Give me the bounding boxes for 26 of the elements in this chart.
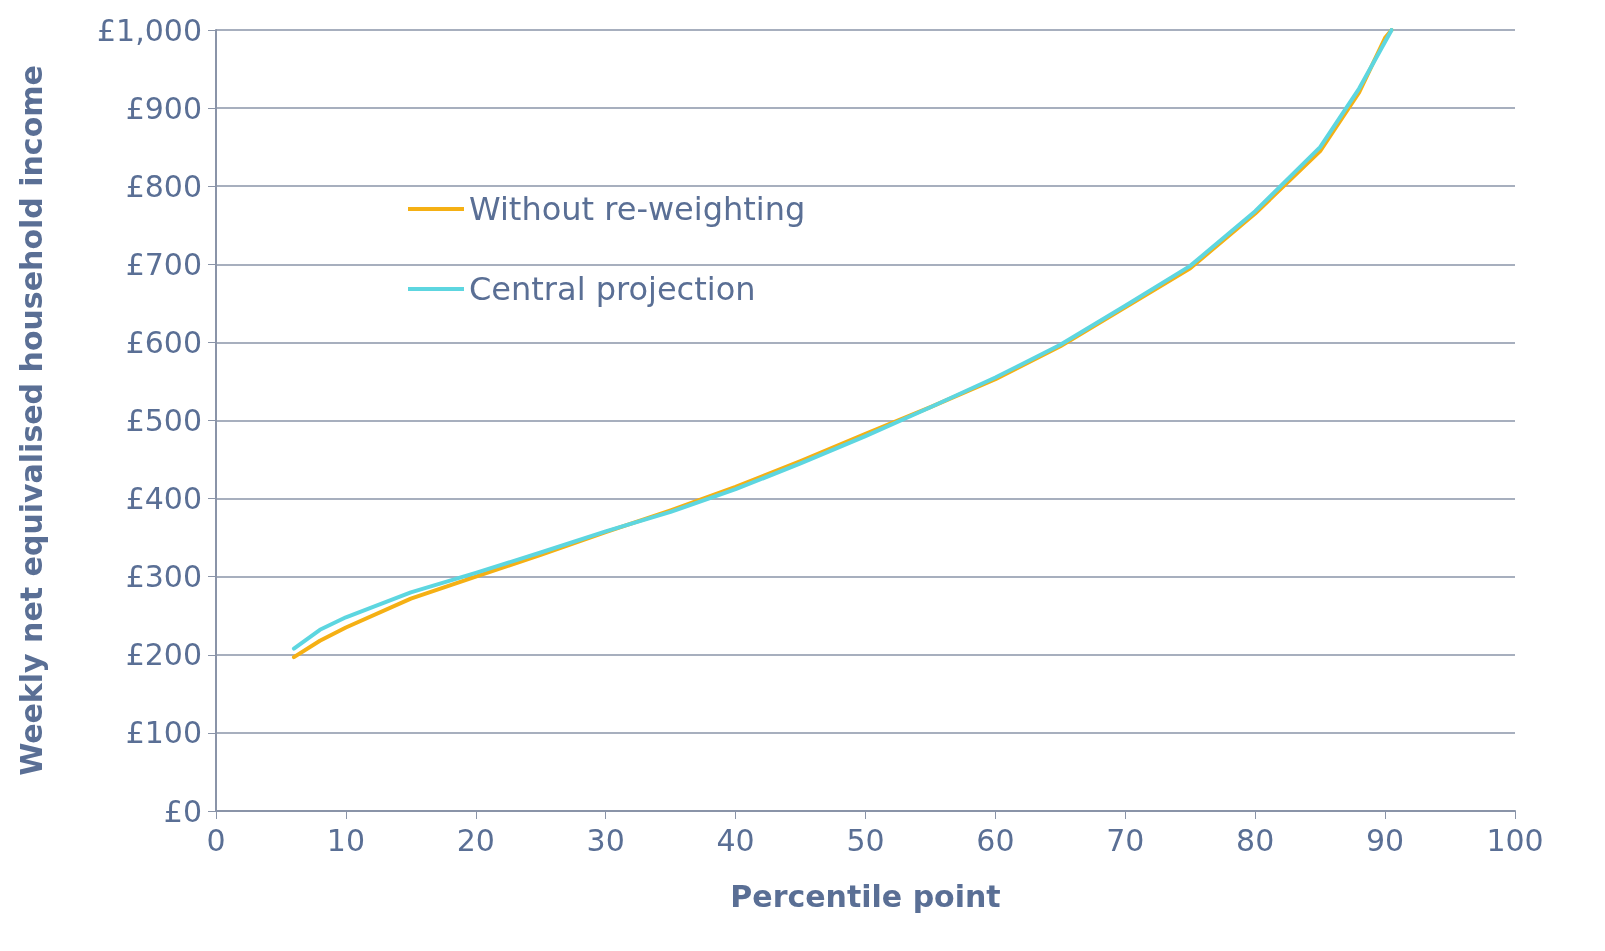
- x-tick-label: 80: [1236, 822, 1275, 858]
- y-tick-label: £1,000: [97, 12, 202, 48]
- x-tick-label: 70: [1106, 822, 1145, 858]
- y-tick-label: £700: [125, 246, 202, 282]
- y-tick-label: £500: [125, 403, 202, 438]
- x-tick-label: 60: [976, 822, 1015, 858]
- y-tick-label: £800: [125, 168, 202, 204]
- y-tick-label: £300: [125, 559, 202, 595]
- x-tick-label: 100: [1486, 822, 1544, 858]
- x-tick-label: 30: [586, 822, 625, 858]
- x-tick-label: 10: [326, 822, 365, 858]
- x-tick-label: 90: [1366, 822, 1405, 858]
- x-tick-label: 40: [716, 822, 755, 858]
- y-tick-label: £600: [125, 324, 202, 360]
- x-tick-label: 0: [206, 822, 226, 858]
- legend-label: Central projection: [469, 270, 756, 308]
- y-tick-label: £900: [125, 90, 202, 126]
- x-axis-title: Percentile point: [730, 878, 1001, 914]
- x-tick-label: 20: [456, 822, 495, 858]
- x-tick-label: 50: [846, 822, 885, 858]
- y-tick-label: £200: [125, 637, 202, 673]
- y-tick-label: £100: [125, 715, 202, 751]
- y-tick-label: £0: [163, 793, 202, 829]
- legend-label: Without re-weighting: [469, 190, 806, 228]
- y-tick-label: £400: [125, 481, 202, 517]
- y-axis-title: Weekly net equivalised household income: [13, 65, 49, 776]
